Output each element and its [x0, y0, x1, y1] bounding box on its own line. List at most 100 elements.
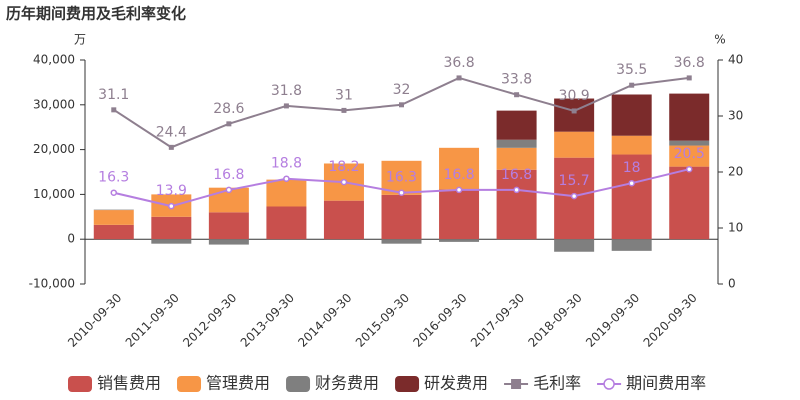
data-label: 16.3 — [98, 170, 129, 186]
bar — [554, 239, 595, 252]
marker — [686, 75, 692, 81]
data-label: 31.8 — [271, 83, 302, 99]
marker — [685, 165, 693, 173]
y2-tick-label: 10 — [728, 221, 743, 235]
bar — [151, 216, 192, 240]
bar — [496, 169, 537, 240]
bar — [93, 224, 134, 240]
legend-marker — [603, 378, 615, 390]
x-tick-label: 2018-09-30 — [526, 291, 585, 350]
x-tick-label: 2017-09-30 — [468, 291, 527, 350]
y-tick-label: -10,000 — [29, 277, 75, 291]
bar — [208, 239, 249, 245]
bar — [669, 166, 710, 240]
data-label: 24.4 — [156, 124, 187, 140]
x-tick-label: 2016-09-30 — [410, 291, 469, 350]
x-tick-label: 2013-09-30 — [238, 291, 297, 350]
y-tick-label: 40,000 — [33, 53, 75, 67]
bar — [496, 139, 537, 148]
legend-marker — [511, 379, 522, 389]
legend-swatch — [286, 376, 311, 392]
x-tick-label: 2010-09-30 — [65, 291, 124, 350]
data-label: 16.8 — [213, 167, 244, 183]
y2-tick-label: 0 — [728, 277, 736, 291]
legend-label: 研发费用 — [424, 374, 488, 393]
marker — [110, 189, 118, 196]
bar — [266, 179, 307, 207]
bar — [208, 212, 249, 240]
marker — [628, 179, 635, 187]
legend-label: 毛利率 — [533, 374, 581, 393]
bar — [611, 94, 652, 136]
data-label: 18 — [623, 160, 641, 176]
legend-swatch — [68, 376, 92, 392]
x-tick-label: 2012-09-30 — [180, 291, 239, 350]
bar — [381, 239, 422, 244]
legend-label: 销售费用 — [97, 374, 161, 393]
data-label: 16.8 — [501, 167, 532, 183]
bar — [323, 200, 364, 240]
bar — [93, 210, 134, 225]
x-tick-label: 2019-09-30 — [583, 291, 642, 350]
y2-axis-unit: % — [714, 33, 725, 47]
data-label: 16.8 — [443, 167, 474, 183]
bar — [669, 145, 710, 167]
bar — [669, 93, 710, 141]
marker — [455, 186, 463, 194]
bar — [611, 154, 652, 240]
bar — [611, 239, 652, 251]
legend-label: 管理费用 — [206, 374, 270, 393]
bar — [496, 147, 537, 170]
data-label: 30.9 — [559, 88, 590, 104]
chart-title: 历年期间费用及毛利率变化 — [6, 5, 186, 23]
x-tick-label: 2020-09-30 — [641, 291, 700, 350]
bar — [266, 206, 307, 240]
x-tick-label: 2014-09-30 — [295, 291, 354, 350]
bar — [439, 189, 480, 240]
data-label: 33.8 — [501, 72, 532, 88]
data-label: 36.8 — [443, 55, 474, 71]
bar — [381, 160, 422, 195]
bar — [151, 239, 192, 244]
legend-label: 期间费用率 — [626, 374, 706, 393]
bar — [669, 140, 710, 146]
y-tick-label: 30,000 — [33, 97, 75, 111]
bar — [611, 135, 652, 155]
marker — [570, 192, 578, 200]
marker — [225, 186, 233, 194]
marker — [226, 121, 232, 127]
x-tick-label: 2015-09-30 — [353, 291, 412, 350]
bar — [439, 147, 480, 190]
y-tick-label: 0 — [67, 232, 75, 246]
data-label: 31 — [335, 87, 353, 103]
marker — [111, 107, 117, 113]
data-label: 18.8 — [271, 156, 302, 172]
data-label: 20.5 — [674, 146, 705, 162]
bar — [381, 194, 422, 240]
y-tick-label: 20,000 — [33, 142, 75, 156]
marker — [399, 102, 404, 108]
bar — [496, 110, 537, 140]
y2-tick-label: 30 — [728, 109, 743, 123]
legend-label: 财务费用 — [315, 374, 379, 393]
marker — [168, 144, 174, 150]
data-label: 18.2 — [328, 159, 359, 175]
bar — [439, 239, 480, 242]
marker — [283, 103, 289, 109]
marker — [514, 92, 520, 98]
x-tick-label: 2011-09-30 — [123, 291, 182, 350]
marker — [513, 186, 520, 194]
legend-swatch — [395, 376, 420, 392]
marker — [629, 82, 635, 88]
data-label: 32 — [393, 82, 411, 98]
marker — [283, 175, 290, 182]
data-label: 16.3 — [386, 170, 417, 186]
data-label: 28.6 — [213, 101, 244, 117]
data-label: 13.9 — [156, 183, 187, 199]
marker — [341, 107, 347, 113]
data-label: 31.1 — [98, 87, 129, 103]
marker — [168, 202, 175, 210]
marker — [398, 189, 405, 196]
y-axis-unit: 万 — [74, 33, 86, 47]
